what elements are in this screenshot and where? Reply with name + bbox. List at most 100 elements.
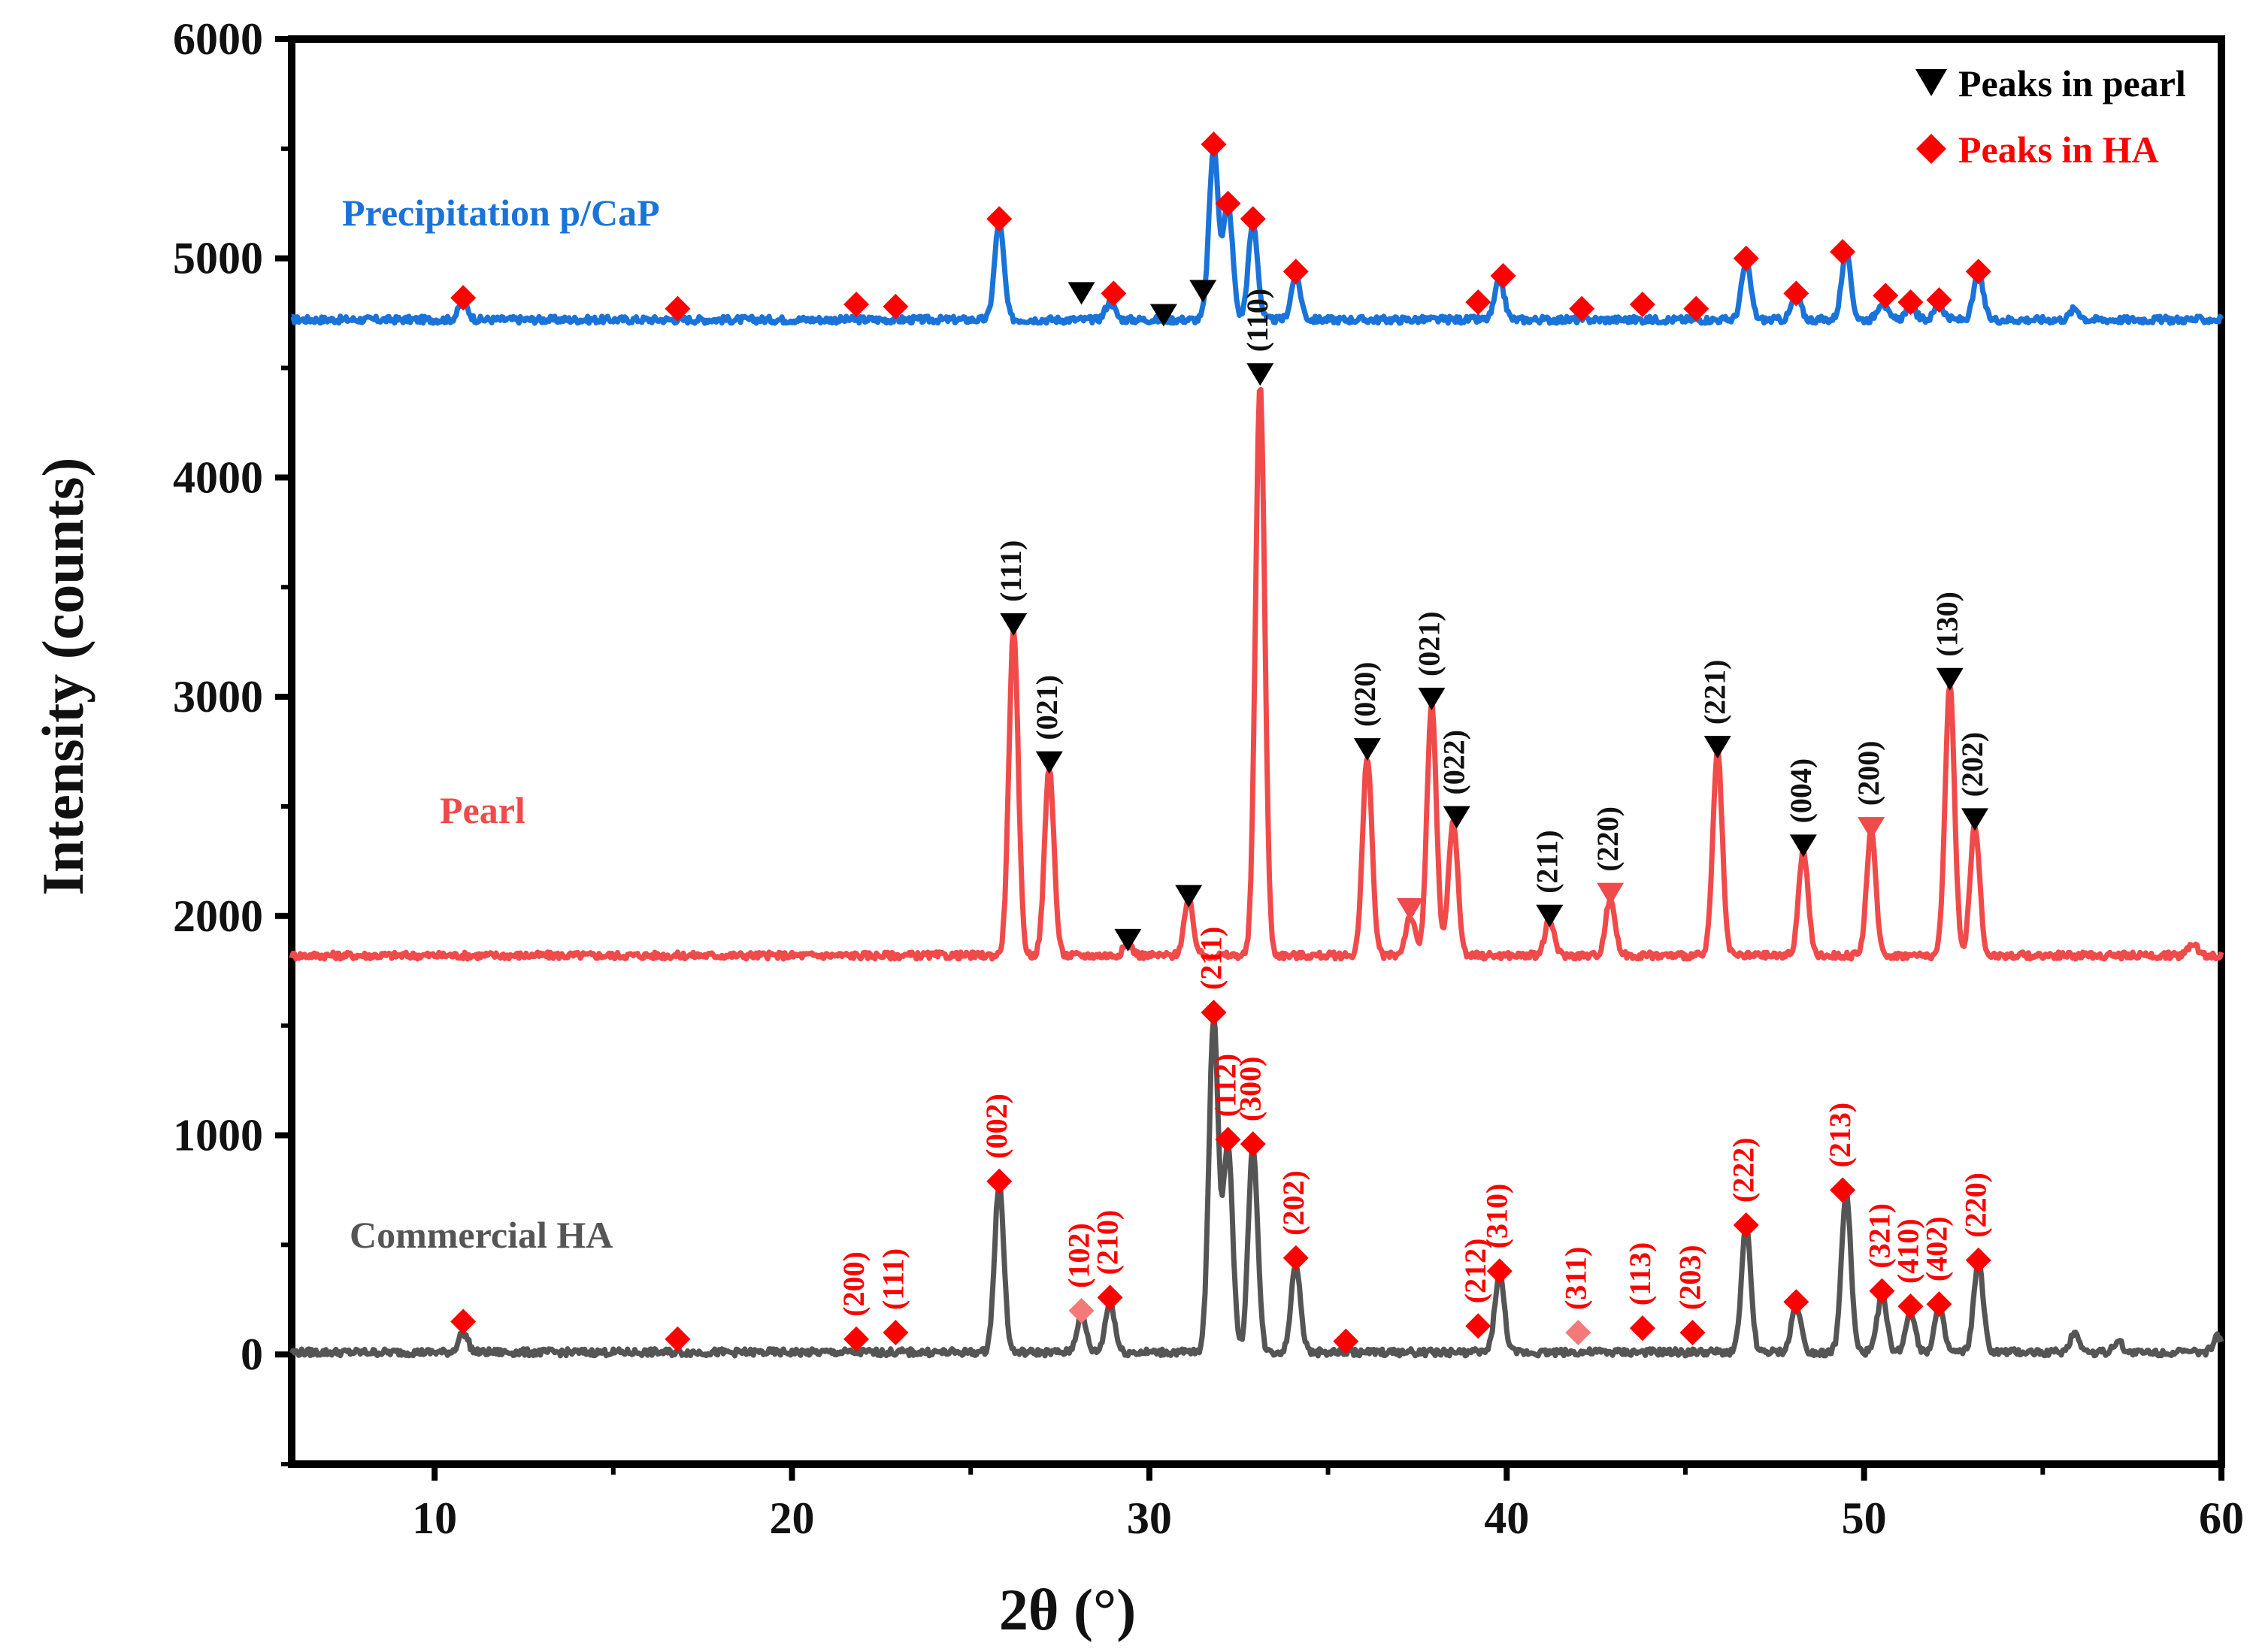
axes: 10 20 30 40 50 60 0 1000 2000 3000 4000 5000 6000: [173, 14, 2244, 1543]
ha-peak-diamond-icon: [1101, 280, 1127, 307]
pearl-peak-triangle-icon: [1000, 613, 1028, 636]
ha-peak-diamond-icon: [1201, 1000, 1227, 1026]
pearl-peak-triangle-icon: [1189, 280, 1217, 303]
ha-peak-diamond-icon: [986, 206, 1013, 232]
pearl-peak-triangle-icon: [1597, 882, 1625, 906]
ha-peak-diamond-icon: [1965, 1247, 1991, 1273]
y-tick-label: 1000: [173, 1110, 263, 1160]
y-tick-label: 6000: [173, 14, 263, 64]
ha-peak-diamond-icon: [1897, 1293, 1924, 1319]
ha-peak-diamond-icon: [1490, 263, 1516, 289]
x-tick-label: 20: [770, 1493, 815, 1543]
series-line-pearl: [289, 386, 2224, 962]
ha-peak-diamond-icon: [883, 293, 909, 319]
pearl-peak-triangle-icon: [1961, 808, 1988, 831]
ha-peak-diamond-icon: [665, 1326, 691, 1352]
legend-pearl-label: Peaks in pearl: [1958, 62, 2186, 104]
y-tick-label: 3000: [173, 672, 263, 722]
ha-peak-diamond-icon: [1783, 1289, 1809, 1315]
hkl-label: (213): [1823, 1103, 1857, 1168]
ha-peak-diamond-icon: [1282, 259, 1309, 285]
series-labels: Precipitation p/CaP Pearl Commercial HA: [342, 192, 660, 1256]
ha-peak-diamond-icon: [1873, 283, 1899, 309]
ha-peak-diamond-icon: [1869, 1278, 1895, 1304]
pearl-peak-triangle-icon: [1353, 738, 1381, 761]
ha-peak-diamond-icon: [1486, 1258, 1513, 1284]
y-tick-label: 2000: [173, 891, 263, 941]
ha-peak-diamond-icon: [986, 1168, 1013, 1194]
hkl-label: (212): [1458, 1239, 1492, 1304]
hkl-label: (410): [1891, 1218, 1924, 1284]
pearl-peak-triangle-icon: [1035, 751, 1063, 774]
ha-peak-diamond-icon: [1569, 295, 1595, 322]
ha-peak-diamond-icon: [1240, 206, 1266, 232]
y-tick-label: 5000: [173, 234, 263, 283]
x-tick-label: 30: [1127, 1493, 1172, 1543]
hkl-label: (220): [1591, 806, 1625, 872]
x-tick-label: 40: [1484, 1493, 1529, 1543]
legend-ha-label: Peaks in HA: [1958, 129, 2159, 171]
pearl-peak-triangle-icon: [1789, 834, 1817, 858]
pearl-peak-triangle-icon: [1067, 282, 1095, 305]
hkl-label: (310): [1480, 1184, 1514, 1249]
hkl-label: (203): [1673, 1245, 1706, 1310]
ha-peak-diamond-icon: [1201, 132, 1227, 158]
ha-peak-diamond-icon: [1629, 1315, 1655, 1342]
hkl-label: (220): [1959, 1172, 1993, 1238]
series-line-precipitation-p-cap: [290, 146, 2224, 326]
ha-peak-diamond-icon: [1097, 1284, 1123, 1311]
pearl-peak-triangle-icon: [1936, 667, 1964, 691]
ha-peak-diamond-icon: [1068, 1297, 1095, 1324]
pearl-peak-triangle-icon: [1114, 928, 1142, 952]
hkl-label: (211): [1194, 927, 1228, 990]
hkl-label: (202): [1955, 732, 1989, 797]
ha-peak-diamond-icon: [1282, 1245, 1309, 1271]
ha-peak-diamond-icon: [1926, 287, 1952, 313]
legend-ha-diamond-icon: [1916, 134, 1946, 164]
x-tick-label: 60: [2199, 1493, 2244, 1543]
x-axis-title: 2θ (°): [999, 1577, 1136, 1642]
ha-peak-diamond-icon: [1683, 295, 1709, 322]
plot-frame: [288, 35, 2225, 1468]
hkl-label: (321): [1862, 1203, 1896, 1269]
ha-peak-diamond-icon: [1629, 291, 1655, 317]
x-tick-label: 10: [412, 1493, 457, 1543]
hkl-label: (311): [1558, 1247, 1592, 1310]
ha-peak-diamond-icon: [1965, 259, 1991, 285]
hkl-label: (022): [1437, 730, 1471, 795]
hkl-label: (202): [1276, 1170, 1310, 1236]
hkl-label: (021): [1412, 611, 1446, 676]
ha-peak-diamond-icon: [1240, 1131, 1266, 1157]
ha-peak-diamond-icon: [1679, 1319, 1706, 1345]
hkl-label: (211): [1530, 830, 1564, 893]
hkl-label: (002): [980, 1094, 1013, 1159]
hkl-labels: (111) (021) (110) (020) (021) (022) (211) (220)…: [837, 289, 1993, 1317]
hkl-label: (111): [994, 540, 1028, 602]
y-tick-label: 0: [241, 1330, 263, 1379]
ha-peak-diamond-icon: [1926, 1291, 1952, 1318]
ha-peak-diamond-icon: [665, 295, 691, 322]
ha-peak-diamond-icon: [1830, 238, 1856, 265]
ha-peak-diamond-icon: [1465, 1313, 1491, 1339]
series-label-precipitation-p-cap: Precipitation p/CaP: [342, 192, 660, 234]
hkl-label: (004): [1784, 758, 1818, 824]
legend: Peaks in pearl Peaks in HA: [1915, 62, 2186, 171]
ha-peak-diamond-icon: [1783, 280, 1809, 307]
ha-peak-diamond-icon: [843, 291, 870, 317]
pearl-peak-triangle-icon: [1246, 363, 1274, 386]
hkl-label: (102): [1062, 1223, 1096, 1288]
hkl-label: (210): [1091, 1210, 1125, 1275]
ha-peak-diamond-icon: [883, 1319, 909, 1345]
ha-peak-diamond-icon: [1215, 1127, 1241, 1153]
ha-peak-diamond-icon: [1215, 190, 1241, 216]
pearl-peak-triangle-icon: [1858, 817, 1885, 840]
hkl-label: (111): [876, 1248, 910, 1310]
hkl-label: (222): [1727, 1137, 1761, 1203]
hkl-label: (221): [1698, 660, 1732, 725]
hkl-label: (113): [1623, 1242, 1657, 1306]
ha-peak-diamond-icon: [450, 1309, 477, 1335]
pearl-peak-triangle-icon: [1396, 898, 1424, 921]
y-tick-label: 4000: [173, 452, 263, 502]
ha-peak-diamond-icon: [1465, 289, 1491, 316]
